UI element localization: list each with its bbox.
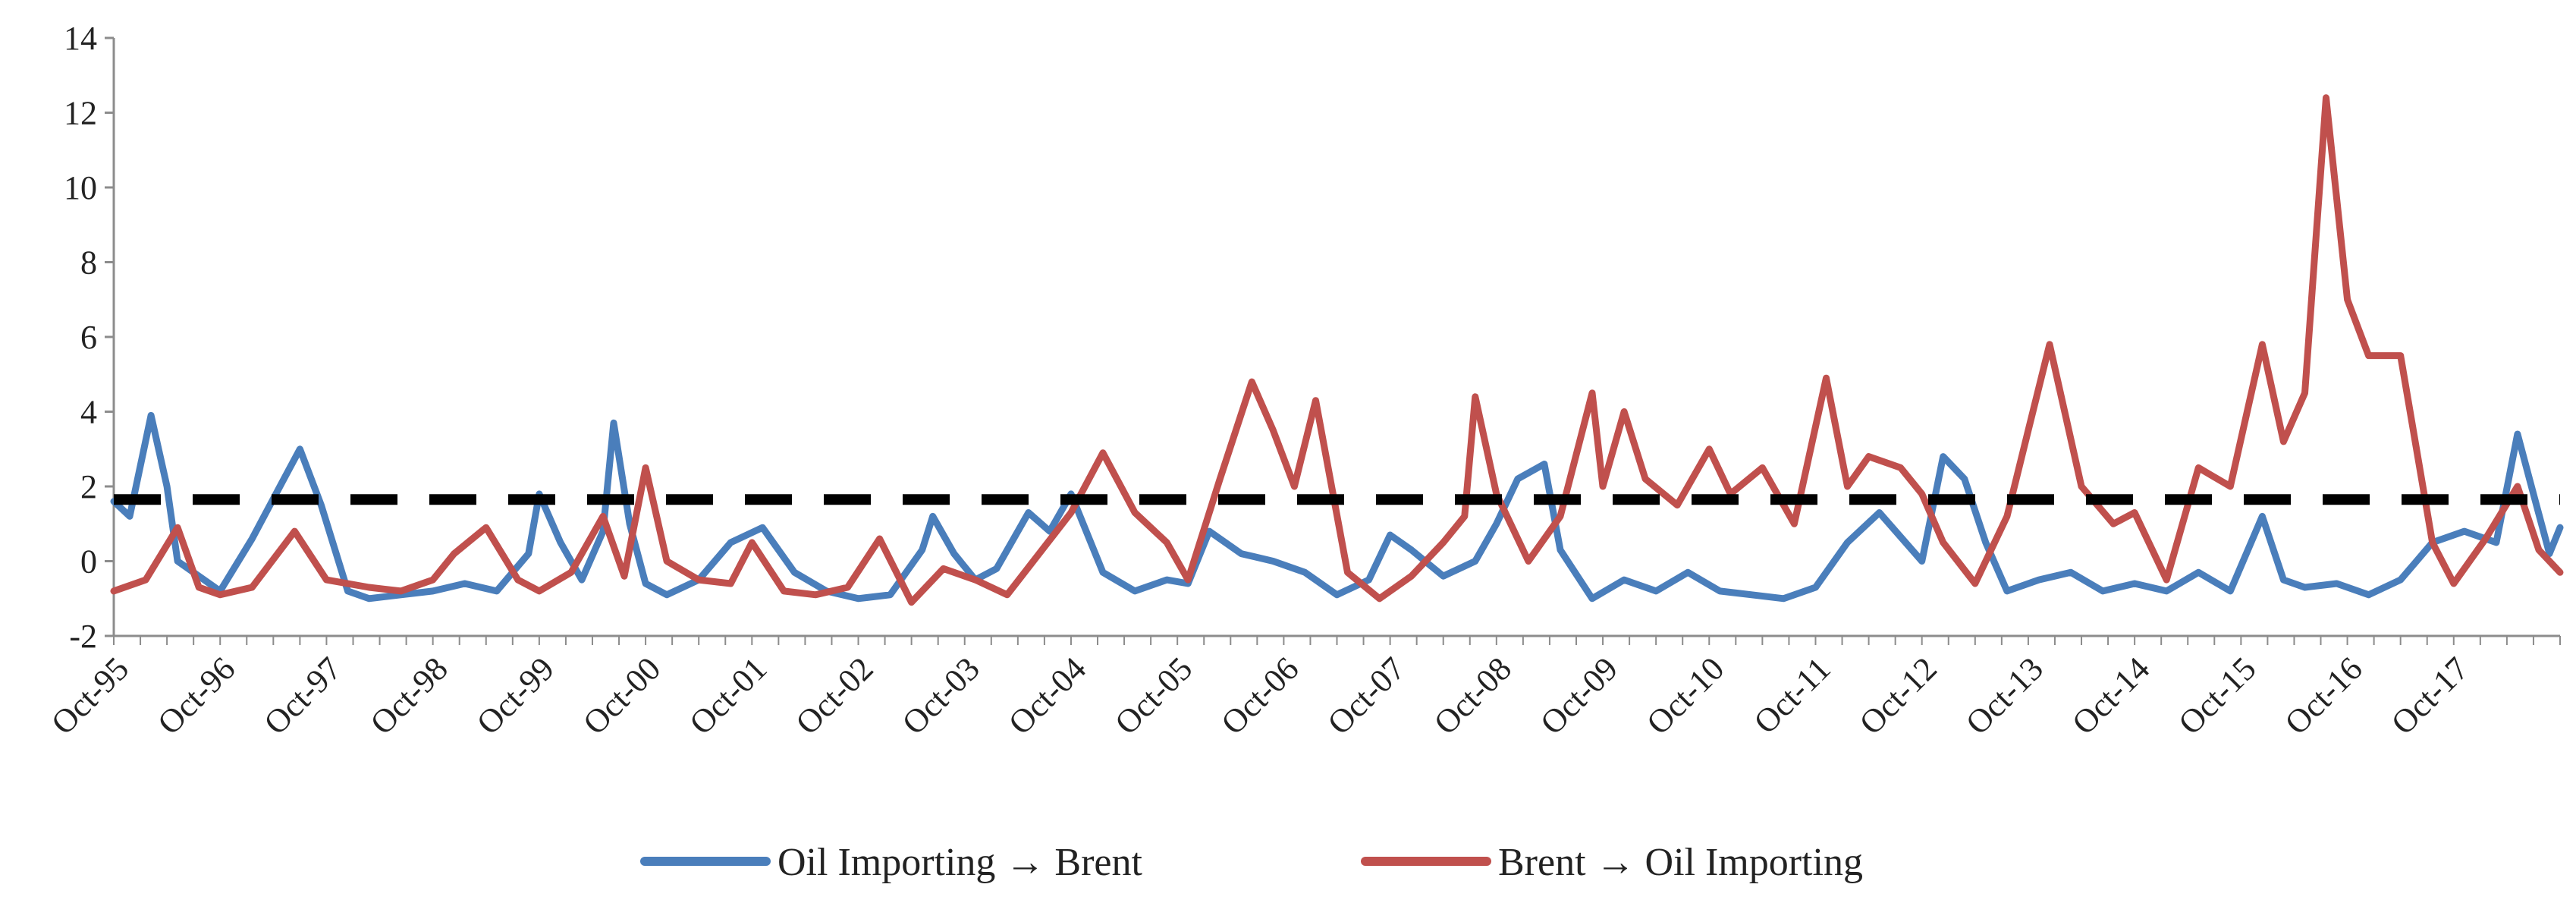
x-tick-label: Oct-96 (150, 650, 242, 741)
x-tick-label: Oct-95 (44, 650, 136, 741)
x-tick-label: Oct-11 (1747, 650, 1838, 741)
x-tick-label: Oct-13 (1959, 650, 2050, 741)
x-tick-label: Oct-01 (682, 650, 774, 741)
series-line-1 (110, 411, 2564, 603)
x-tick-label: Oct-07 (1321, 650, 1412, 741)
x-tick-label: Oct-14 (2065, 650, 2157, 741)
x-tick-label: Oct-15 (2171, 650, 2263, 741)
x-tick-label: Oct-98 (363, 650, 455, 741)
x-tick-label: Oct-09 (1533, 650, 1625, 741)
x-tick-label: Oct-05 (1107, 650, 1199, 741)
x-tick-label: Oct-00 (576, 650, 668, 741)
x-tick-label: Oct-97 (257, 650, 349, 741)
legend-label-2: Brent → Oil Importing (1498, 841, 1863, 884)
y-tick-label: -2 (69, 618, 97, 655)
x-tick-label: Oct-12 (1852, 650, 1944, 741)
x-tick-label: Oct-04 (1001, 650, 1093, 741)
x-tick-label: Oct-08 (1427, 650, 1519, 741)
series-line-2 (110, 94, 2564, 606)
x-tick-label: Oct-16 (2278, 650, 2370, 741)
y-tick-label: 12 (64, 95, 97, 132)
x-tick-label: Oct-02 (789, 650, 881, 741)
y-tick-label: 4 (80, 394, 97, 431)
x-tick-label: Oct-17 (2384, 650, 2476, 741)
y-tick-label: 2 (80, 468, 97, 505)
legend-label-1: Oil Importing → Brent (778, 841, 1143, 884)
y-tick-label: 14 (64, 20, 97, 57)
y-tick-label: 10 (64, 169, 97, 206)
x-tick-label: Oct-03 (895, 650, 987, 741)
y-tick-label: 6 (80, 319, 97, 356)
x-tick-label: Oct-10 (1639, 650, 1731, 741)
y-tick-label: 0 (80, 543, 97, 581)
x-tick-label: Oct-06 (1214, 650, 1305, 741)
y-tick-label: 8 (80, 244, 97, 282)
x-tick-label: Oct-99 (470, 650, 561, 741)
